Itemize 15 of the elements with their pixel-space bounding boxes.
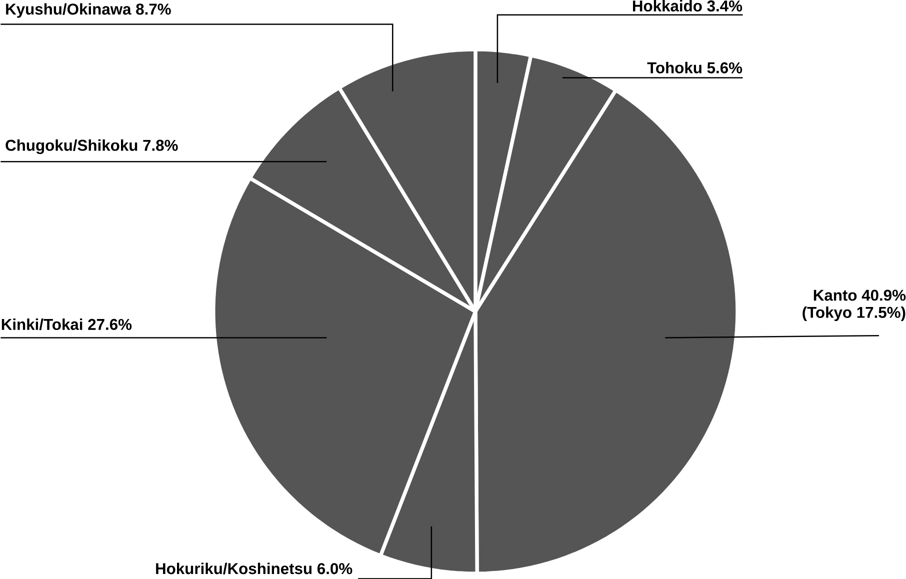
slice-label: Kinki/Tokai [2,318,82,330]
data-label: 6.0% [317,562,352,574]
data-label: 8.7% [136,3,171,15]
data-label: 40.9% [862,290,906,301]
data-label: 3.4% [707,0,742,12]
text: (Tokyo 17.5%) [802,306,906,321]
data-label: 27.6% [88,318,132,330]
slice-label: Hokkaido [632,0,702,12]
data-label: 7.8% [143,140,178,151]
slice-label: Kyushu/Okinawa [6,3,132,18]
slice-label: Tohoku [647,62,702,74]
slice-label: Hokuriku/Koshinetsu [156,562,312,574]
slice-label: Chugoku/Shikoku [6,139,138,154]
data-label: 5.6% [707,62,742,74]
slice-label: Kanto [814,290,857,301]
